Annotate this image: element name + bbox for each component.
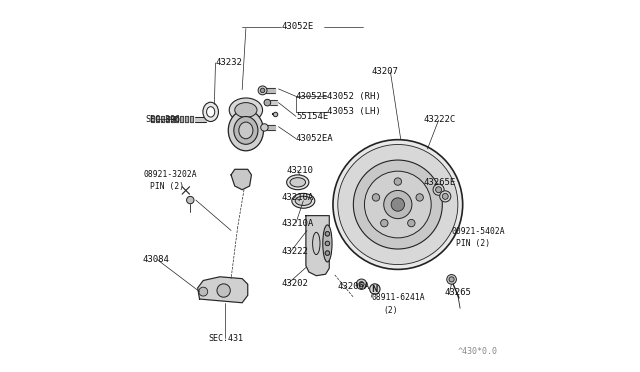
Text: 43207: 43207	[371, 67, 398, 76]
Circle shape	[260, 124, 268, 131]
Text: SEC.396: SEC.396	[145, 115, 180, 124]
Text: 43222C: 43222C	[424, 115, 456, 124]
Ellipse shape	[323, 225, 332, 262]
Circle shape	[416, 194, 424, 201]
Circle shape	[258, 86, 267, 95]
Circle shape	[325, 241, 330, 246]
Text: 43052 (RH): 43052 (RH)	[328, 92, 381, 101]
Circle shape	[333, 140, 463, 269]
Text: (2): (2)	[384, 306, 398, 315]
Circle shape	[338, 144, 458, 264]
Circle shape	[325, 251, 330, 255]
Circle shape	[447, 275, 456, 284]
Circle shape	[187, 196, 194, 204]
Ellipse shape	[295, 196, 312, 205]
Circle shape	[449, 277, 454, 282]
Ellipse shape	[235, 103, 257, 118]
Circle shape	[364, 171, 431, 238]
Circle shape	[436, 187, 442, 193]
Circle shape	[260, 88, 265, 93]
Text: 43053 (LH): 43053 (LH)	[328, 108, 381, 116]
Circle shape	[325, 241, 330, 246]
Text: PIN (2): PIN (2)	[456, 239, 490, 248]
Circle shape	[394, 178, 401, 185]
Ellipse shape	[234, 116, 258, 144]
Circle shape	[442, 193, 448, 199]
Ellipse shape	[290, 178, 305, 187]
Text: 43210A: 43210A	[281, 193, 314, 202]
Circle shape	[384, 190, 412, 219]
Text: SEC.431: SEC.431	[209, 334, 244, 343]
Circle shape	[273, 112, 278, 117]
Text: 43202: 43202	[281, 279, 308, 288]
Ellipse shape	[239, 122, 253, 139]
Circle shape	[391, 198, 404, 211]
Text: 08921-3202A: 08921-3202A	[144, 170, 198, 179]
Text: 08911-6241A: 08911-6241A	[371, 293, 425, 302]
Text: 55154E: 55154E	[296, 112, 328, 121]
Text: 43265E: 43265E	[423, 178, 455, 187]
Ellipse shape	[203, 102, 218, 122]
Polygon shape	[306, 216, 329, 276]
Ellipse shape	[207, 107, 215, 117]
Circle shape	[381, 219, 388, 227]
Circle shape	[264, 99, 271, 106]
Circle shape	[325, 251, 330, 255]
Circle shape	[408, 219, 415, 227]
Circle shape	[199, 287, 208, 296]
Text: 43210: 43210	[287, 166, 314, 175]
Text: ^430*0.0: ^430*0.0	[458, 347, 498, 356]
Ellipse shape	[229, 98, 262, 122]
Circle shape	[356, 279, 367, 289]
Circle shape	[325, 232, 330, 236]
Text: N: N	[372, 285, 378, 294]
Text: 43265: 43265	[444, 288, 471, 297]
Ellipse shape	[292, 193, 315, 208]
Circle shape	[370, 284, 380, 294]
Ellipse shape	[228, 110, 264, 151]
Text: 43084: 43084	[143, 255, 170, 264]
Text: 43210A: 43210A	[281, 219, 314, 228]
Ellipse shape	[287, 175, 309, 190]
Polygon shape	[198, 277, 248, 303]
Circle shape	[325, 232, 330, 236]
Ellipse shape	[312, 232, 320, 254]
Text: 43232: 43232	[216, 58, 243, 67]
Circle shape	[433, 184, 444, 195]
Text: 43052E: 43052E	[281, 22, 314, 31]
Circle shape	[372, 194, 380, 201]
Circle shape	[359, 282, 364, 287]
Text: PIN (2): PIN (2)	[150, 182, 184, 191]
Polygon shape	[231, 169, 252, 190]
Text: 43222: 43222	[281, 247, 308, 256]
Text: 43052E: 43052E	[296, 92, 328, 101]
Circle shape	[217, 284, 230, 297]
Circle shape	[353, 160, 442, 249]
Text: 00921-5402A: 00921-5402A	[452, 227, 505, 236]
Circle shape	[440, 191, 451, 202]
Text: 43206A: 43206A	[338, 282, 370, 291]
Text: 43052EA: 43052EA	[296, 134, 333, 143]
